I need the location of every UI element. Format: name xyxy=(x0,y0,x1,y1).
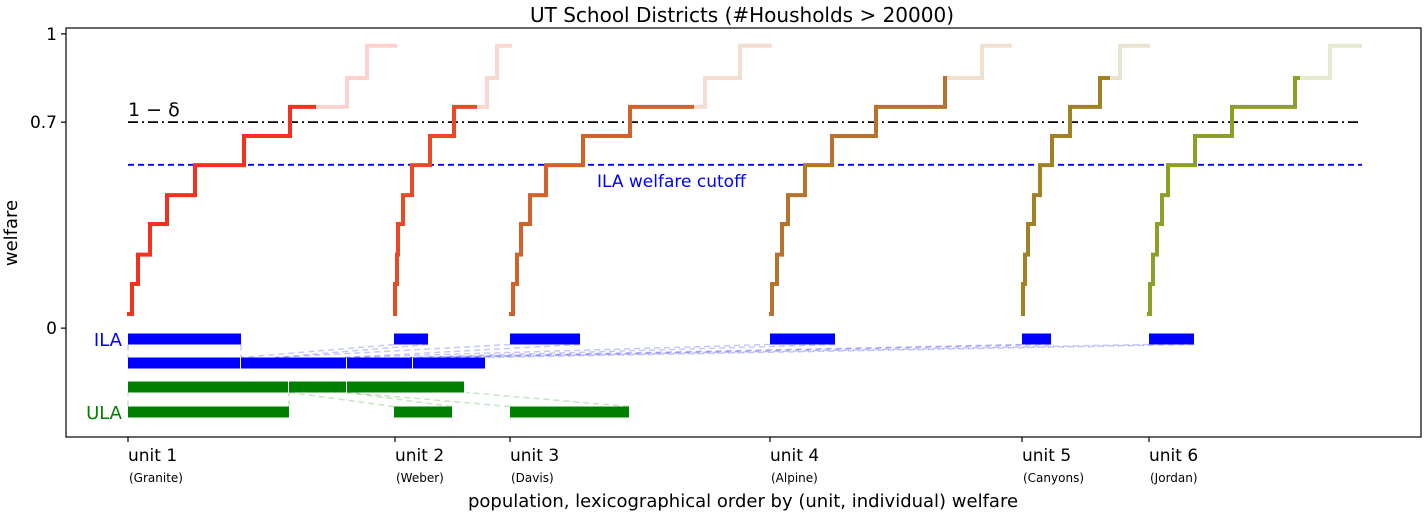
welfare-curve-faded-unit-4 xyxy=(947,43,1012,80)
x-tick-label: unit 2 xyxy=(395,446,444,466)
ila-connector-line xyxy=(274,343,429,359)
ula-unit-bar xyxy=(510,406,629,418)
ula-connector-line xyxy=(346,391,511,408)
welfare-curve-unit-3 xyxy=(509,104,694,316)
y-tick-label: 1 xyxy=(46,25,57,45)
chart-title: UT School Districts (#Housholds > 20000) xyxy=(530,3,954,27)
plot-area: 1 − δ ILA welfare cutoff ILA ULA xyxy=(86,43,1362,424)
ila-unit-bar xyxy=(394,333,428,345)
x-tick-sublabel: (Alpine) xyxy=(771,471,818,485)
welfare-curve-faded-unit-6 xyxy=(1300,43,1362,80)
ila-connector-line xyxy=(438,343,1052,359)
ila-pooled-bar xyxy=(347,357,412,369)
x-tick-label: unit 4 xyxy=(770,446,819,466)
ila-unit-bar xyxy=(510,333,580,345)
ila-unit-bar xyxy=(1149,333,1194,345)
ila-connector-line xyxy=(344,343,771,359)
plot-frame xyxy=(65,27,1422,438)
ila-unit-bar xyxy=(1022,333,1051,345)
ula-pooled-bar xyxy=(289,381,346,393)
y-axis-label: welfare xyxy=(1,200,22,266)
x-tick-label: unit 1 xyxy=(128,446,177,466)
ila-connector-line xyxy=(409,343,836,359)
ila-connector-line xyxy=(240,343,395,359)
ula-pooled-bar xyxy=(128,381,288,393)
y-tick-label: 0.7 xyxy=(30,113,57,133)
one-minus-delta-label: 1 − δ xyxy=(128,99,180,121)
welfare-curve-unit-5 xyxy=(1021,76,1110,316)
ila-label: ILA xyxy=(94,330,123,351)
welfare-curve-faded-unit-5 xyxy=(1110,43,1150,80)
x-tick-label: unit 5 xyxy=(1022,446,1071,466)
ila-welfare-cutoff-label: ILA welfare cutoff xyxy=(597,172,747,192)
welfare-curve-unit-1 xyxy=(127,104,316,316)
ila-pooled-bar xyxy=(128,357,240,369)
ila-connector-line xyxy=(409,343,1023,359)
ula-label: ULA xyxy=(86,403,123,424)
y-tick-label: 0 xyxy=(46,319,57,339)
ila-pooled-bar xyxy=(241,357,346,369)
ula-connector-line xyxy=(346,391,453,408)
welfare-curve-unit-2 xyxy=(393,104,477,316)
welfare-curve-faded-unit-3 xyxy=(694,43,772,109)
ila-unit-bar xyxy=(770,333,835,345)
x-tick-label: unit 3 xyxy=(510,446,559,466)
ula-connector-line xyxy=(465,391,630,408)
x-axis-label: population, lexicographical order by (un… xyxy=(468,491,1018,512)
ila-pooled-bar xyxy=(413,357,485,369)
ula-connector-line xyxy=(288,391,395,408)
x-tick-label: unit 6 xyxy=(1149,446,1198,466)
welfare-curve-unit-6 xyxy=(1147,76,1300,316)
ila-connector-line xyxy=(438,343,1150,359)
ila-unit-bar xyxy=(128,333,241,345)
x-tick-sublabel: (Jordan) xyxy=(1150,471,1198,485)
x-tick-sublabel: (Davis) xyxy=(511,471,554,485)
ula-unit-bar xyxy=(128,406,289,418)
axes: 1 0.7 0 unit 1 (Granite) unit 2 (Weber) unit 3 (… xyxy=(30,25,1198,485)
ila-connector-line xyxy=(483,343,1195,359)
welfare-curve-faded-unit-2 xyxy=(477,43,512,109)
welfare-curve-unit-4 xyxy=(769,76,947,316)
welfare-curve-faded-unit-1 xyxy=(316,43,397,109)
x-tick-sublabel: (Canyons) xyxy=(1023,471,1084,485)
x-tick-sublabel: (Weber) xyxy=(396,471,444,485)
ula-pooled-bar xyxy=(347,381,464,393)
x-tick-sublabel: (Granite) xyxy=(129,471,183,485)
ula-unit-bar xyxy=(394,406,452,418)
